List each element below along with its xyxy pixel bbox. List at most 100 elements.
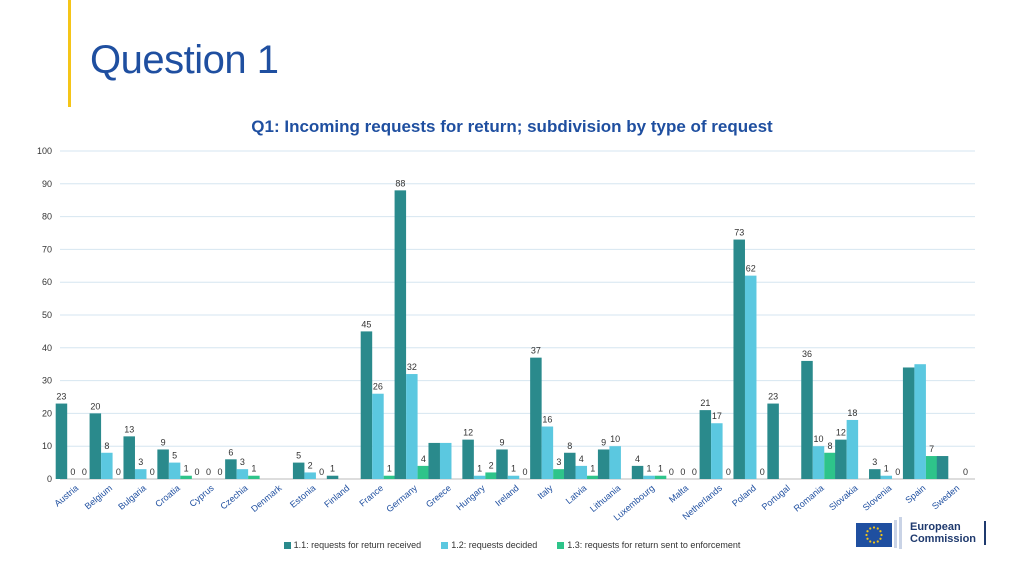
data-label: 1	[330, 464, 335, 474]
x-tick-label: Malta	[667, 483, 690, 505]
bar	[180, 475, 192, 479]
star-icon	[866, 537, 869, 540]
data-label: 3	[240, 457, 245, 467]
data-label: 10	[813, 434, 823, 444]
x-tick-label: Denmark	[249, 483, 284, 514]
data-label: 0	[116, 467, 121, 477]
bar	[801, 360, 813, 479]
legend-item: 1.1: requests for return received	[283, 540, 422, 550]
bar	[485, 472, 497, 479]
logo-separator	[984, 521, 987, 545]
data-label: 4	[579, 454, 584, 464]
logo-line-2: Commission	[910, 533, 977, 545]
star-icon	[879, 537, 882, 540]
legend-swatch	[557, 541, 565, 549]
bar	[372, 393, 384, 479]
data-label: 1	[647, 464, 652, 474]
data-label: 23	[56, 392, 66, 402]
data-label: 10	[610, 434, 620, 444]
bar	[168, 462, 181, 479]
x-tick-label: Belgium	[83, 483, 114, 512]
data-label: 1	[590, 464, 595, 474]
x-tick-label: France	[357, 483, 385, 509]
data-label: 0	[726, 467, 731, 477]
star-icon	[876, 527, 879, 530]
chart-legend: 1.1: requests for return received 1.2: re…	[0, 540, 1024, 550]
data-label: 32	[407, 362, 417, 372]
data-label: 45	[361, 319, 371, 329]
y-tick-label: 50	[42, 310, 52, 320]
bar	[428, 442, 440, 479]
bar	[936, 456, 949, 479]
data-label: 0	[895, 467, 900, 477]
bar	[225, 459, 237, 479]
x-axis-categories: Austria Belgium Bulgaria Croatia Cyprus Czech…	[52, 483, 961, 523]
data-label: 0	[680, 467, 685, 477]
y-tick-label: 70	[42, 244, 52, 254]
bar	[304, 472, 316, 479]
bar	[248, 475, 260, 479]
bar	[654, 475, 667, 479]
data-label: 0	[70, 467, 75, 477]
bar	[575, 465, 588, 479]
bar	[587, 475, 599, 479]
bar	[326, 475, 339, 479]
eu-flag-icon	[856, 517, 902, 549]
x-tick-label: Bulgaria	[116, 483, 148, 512]
bar	[292, 462, 305, 479]
y-tick-label: 60	[42, 277, 52, 287]
data-label: 1	[387, 464, 392, 474]
data-label: 0	[82, 467, 87, 477]
data-label: 2	[308, 460, 313, 470]
bar	[869, 469, 881, 479]
bar	[360, 331, 373, 479]
data-label: 5	[296, 451, 301, 461]
bar	[564, 452, 576, 479]
legend-label: 1.2: requests decided	[451, 540, 538, 550]
data-label: 0	[692, 467, 697, 477]
bar	[473, 475, 486, 479]
star-icon	[872, 541, 876, 544]
chart-bars	[55, 190, 949, 480]
data-label: 73	[734, 228, 744, 238]
logo-text: European Commission	[910, 521, 976, 545]
x-tick-label: Spain	[903, 483, 927, 505]
data-label: 1	[658, 464, 663, 474]
x-tick-label: Italy	[536, 483, 555, 502]
data-label: 1	[884, 464, 889, 474]
y-tick-label: 80	[42, 212, 52, 222]
bar	[631, 465, 644, 479]
bar	[157, 449, 169, 479]
data-label: 37	[531, 346, 541, 356]
bar	[609, 446, 621, 479]
data-label: 3	[138, 457, 143, 467]
data-label: 1	[251, 464, 256, 474]
star-icon	[866, 530, 869, 533]
bar	[553, 469, 565, 479]
data-label: 1	[511, 464, 516, 474]
x-tick-label: Austria	[52, 483, 80, 509]
x-tick-label: Estonia	[288, 483, 317, 510]
x-tick-label: Poland	[730, 483, 758, 509]
y-tick-label: 0	[47, 474, 52, 484]
data-label: 0	[669, 467, 674, 477]
x-tick-label: Finland	[322, 483, 351, 510]
data-label: 0	[963, 467, 968, 477]
bar	[914, 364, 926, 479]
data-label: 0	[206, 467, 211, 477]
chart-title: Q1: Incoming requests for return; subdiv…	[251, 117, 773, 136]
y-tick-label: 30	[42, 376, 52, 386]
legend-swatch	[283, 541, 291, 549]
data-label: 21	[700, 398, 710, 408]
legend-item: 1.3: requests for return sent to enforce…	[557, 540, 740, 550]
star-icon	[865, 533, 868, 537]
bar	[507, 475, 520, 479]
star-icon	[876, 540, 879, 543]
data-label: 6	[228, 447, 233, 457]
bar	[383, 475, 396, 479]
x-tick-label: Ireland	[493, 483, 521, 508]
bar	[733, 239, 745, 479]
star-icon	[869, 540, 872, 543]
legend-label: 1.1: requests for return received	[293, 540, 422, 550]
